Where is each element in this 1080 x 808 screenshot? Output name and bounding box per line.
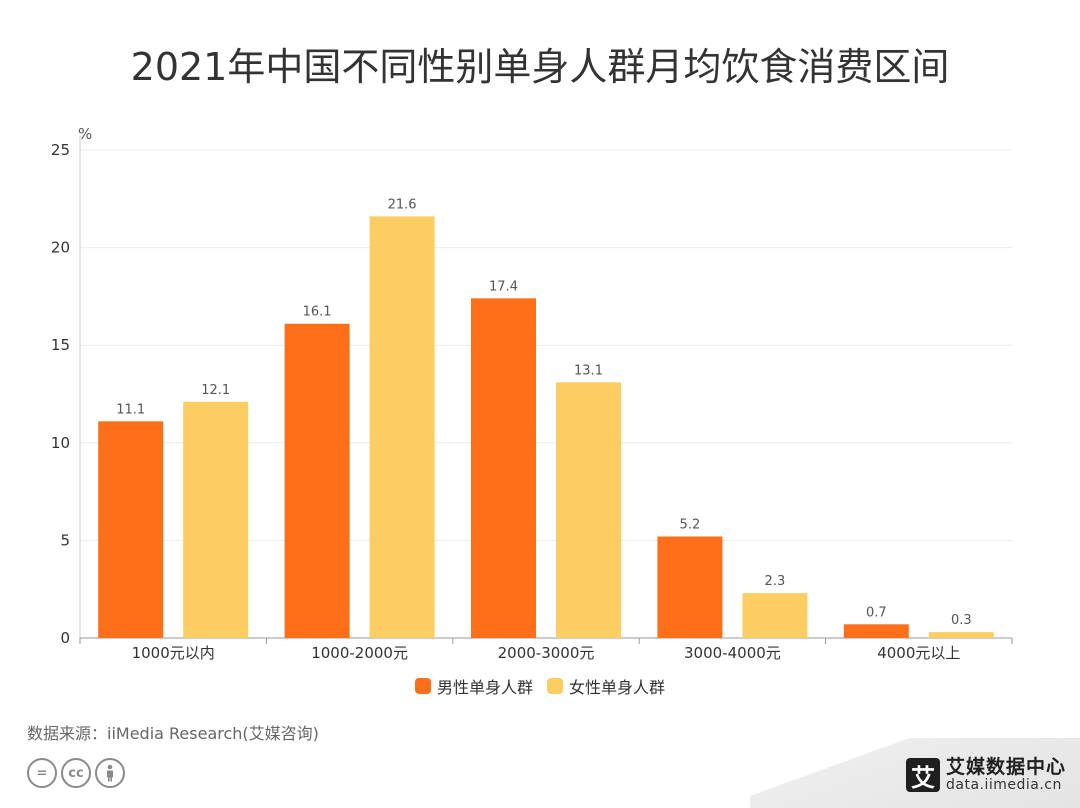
bar [556, 382, 621, 638]
legend: 男性单身人群 女性单身人群 [0, 674, 1080, 698]
y-tick-label: 10 [51, 434, 70, 452]
bar [657, 536, 723, 638]
y-tick-label: 25 [51, 141, 70, 159]
license-icons: = cc [27, 758, 125, 788]
data-label: 12.1 [201, 383, 230, 398]
legend-label-male: 男性单身人群 [436, 678, 533, 697]
x-tick-label: 1000-2000元 [311, 644, 408, 662]
brand-name: 艾媒数据中心 [945, 756, 1066, 778]
data-source: 数据来源：iiMedia Research(艾媒咨询) [27, 724, 319, 743]
y-tick-label: 20 [51, 239, 70, 257]
data-label: 11.1 [116, 402, 145, 417]
data-label: 17.4 [489, 279, 518, 294]
x-tick-label: 3000-4000元 [684, 644, 781, 662]
data-label: 21.6 [388, 197, 417, 212]
y-tick-label: 15 [51, 336, 70, 354]
brand: 艾 艾媒数据中心 data.iimedia.cn [905, 756, 1066, 793]
bar [742, 593, 808, 638]
legend-label-female: 女性单身人群 [569, 678, 666, 697]
legend-item-female[interactable]: 女性单身人群 [547, 674, 665, 698]
x-tick-label: 1000元以内 [132, 644, 215, 662]
brand-logo: 艾 [905, 758, 940, 793]
bar [98, 421, 164, 638]
y-tick-label: 0 [60, 629, 70, 647]
equals-icon: = [27, 758, 57, 788]
bar [183, 401, 249, 638]
legend-item-male[interactable]: 男性单身人群 [414, 674, 533, 698]
brand-url: data.iimedia.cn [945, 776, 1062, 793]
legend-swatch-male [414, 678, 431, 694]
bar [928, 632, 994, 638]
bar-chart: 0 5 10 15 20 25% 1000元以内 11.1 12.1 1000-2000元 16.1… [51, 125, 1013, 662]
person-icon [95, 758, 125, 788]
chart-title: 2021年中国不同性别单身人群月均饮食消费区间 [130, 45, 950, 89]
y-axis-unit: % [78, 125, 92, 143]
x-tick-label: 2000-3000元 [498, 644, 595, 662]
data-label: 13.1 [574, 363, 603, 378]
data-label: 0.3 [951, 613, 972, 628]
bar [471, 298, 536, 638]
data-label: 0.7 [866, 605, 887, 620]
bar [843, 624, 909, 638]
data-label: 16.1 [303, 305, 332, 320]
y-tick-label: 5 [60, 531, 70, 549]
bar [284, 323, 350, 638]
cc-icon: cc [61, 758, 91, 788]
x-tick-label: 4000元以上 [877, 644, 960, 662]
bar [369, 216, 435, 639]
data-label: 2.3 [765, 574, 786, 589]
legend-swatch-female [547, 678, 563, 694]
data-label: 5.2 [680, 517, 701, 532]
